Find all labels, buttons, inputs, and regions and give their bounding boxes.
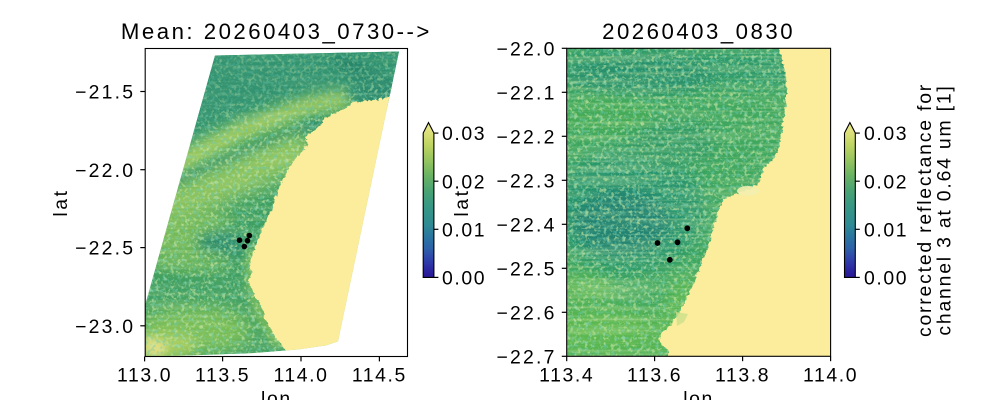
svg-text:channel 3 at 0.64 um [1]: channel 3 at 0.64 um [1] bbox=[934, 84, 956, 335]
svg-text:114.0: 114.0 bbox=[273, 365, 328, 387]
svg-text:lon: lon bbox=[261, 388, 292, 400]
svg-text:−22.1: −22.1 bbox=[497, 82, 557, 104]
svg-text:20260403_0830: 20260403_0830 bbox=[602, 19, 795, 44]
svg-text:113.8: 113.8 bbox=[715, 365, 770, 387]
svg-text:0.00: 0.00 bbox=[864, 268, 908, 290]
svg-text:114.0: 114.0 bbox=[803, 365, 858, 387]
svg-text:0.01: 0.01 bbox=[864, 219, 908, 241]
svg-text:−23.0: −23.0 bbox=[75, 316, 135, 338]
svg-text:−22.4: −22.4 bbox=[497, 214, 557, 236]
svg-text:0.03: 0.03 bbox=[442, 123, 486, 145]
svg-text:0.00: 0.00 bbox=[442, 268, 486, 290]
svg-text:−22.3: −22.3 bbox=[497, 170, 557, 192]
svg-text:0.02: 0.02 bbox=[864, 171, 908, 193]
svg-text:−21.5: −21.5 bbox=[75, 82, 135, 104]
svg-text:114.5: 114.5 bbox=[352, 365, 407, 387]
svg-text:113.4: 113.4 bbox=[539, 365, 594, 387]
svg-text:−22.6: −22.6 bbox=[497, 302, 557, 324]
svg-text:0.03: 0.03 bbox=[864, 123, 908, 145]
svg-text:Mean: 20260403_0730-->: Mean: 20260403_0730--> bbox=[121, 19, 432, 44]
svg-text:0.02: 0.02 bbox=[442, 171, 486, 193]
svg-text:−22.0: −22.0 bbox=[75, 160, 135, 182]
svg-text:−22.5: −22.5 bbox=[75, 238, 135, 260]
svg-text:−22.2: −22.2 bbox=[497, 126, 557, 148]
svg-text:−22.0: −22.0 bbox=[497, 38, 557, 60]
svg-text:lon: lon bbox=[683, 388, 714, 400]
svg-text:113.6: 113.6 bbox=[627, 365, 682, 387]
svg-text:−22.7: −22.7 bbox=[497, 346, 557, 368]
svg-text:−22.5: −22.5 bbox=[497, 258, 557, 280]
svg-text:lat: lat bbox=[451, 188, 473, 216]
svg-text:lat: lat bbox=[50, 188, 72, 216]
svg-text:0.01: 0.01 bbox=[442, 219, 486, 241]
svg-text:113.0: 113.0 bbox=[117, 365, 172, 387]
svg-text:113.5: 113.5 bbox=[195, 365, 250, 387]
svg-text:corrected reflectance for: corrected reflectance for bbox=[914, 83, 936, 337]
